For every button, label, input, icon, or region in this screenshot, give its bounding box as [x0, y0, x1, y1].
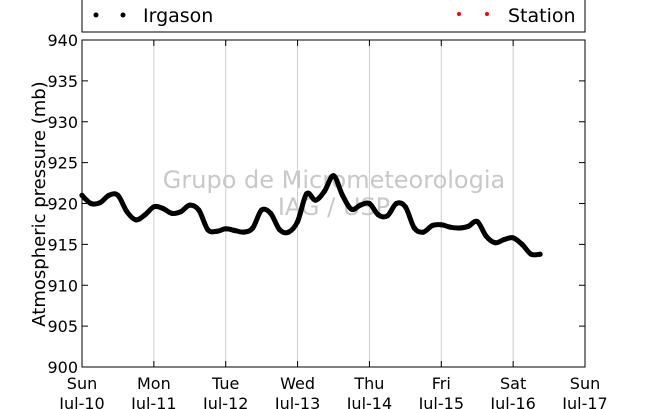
y-tick-label: 935 [47, 72, 78, 91]
data-point-irgason [420, 229, 426, 235]
data-point-irgason [223, 226, 229, 232]
y-tick-label: 940 [47, 31, 78, 50]
data-point-irgason [528, 251, 534, 257]
series-line-irgason [79, 173, 543, 258]
data-point-irgason [465, 223, 471, 229]
legend-label-irgason: Irgason [143, 5, 213, 27]
data-point-irgason [106, 192, 112, 198]
data-point-irgason [205, 227, 211, 233]
data-point-irgason [151, 204, 157, 210]
data-point-irgason [115, 192, 121, 198]
data-point-irgason [384, 213, 390, 219]
series-layer [79, 173, 543, 258]
x-tick-label-day: Sat [500, 374, 526, 393]
legend-box [81, 0, 586, 33]
x-tick-label-day: Sun [67, 374, 97, 393]
data-point-irgason [295, 218, 301, 225]
y-tick-label: 920 [47, 195, 78, 214]
data-point-irgason [474, 218, 480, 225]
data-point-irgason [429, 223, 435, 229]
data-point-irgason [339, 192, 346, 198]
x-tick-label-date: Jul-12 [202, 394, 248, 409]
legend-marker-station-2 [485, 12, 489, 16]
data-point-irgason [312, 197, 319, 203]
data-point-irgason [402, 204, 408, 210]
data-point-irgason [456, 225, 462, 231]
data-point-irgason [160, 205, 166, 211]
data-point-irgason [519, 241, 525, 247]
data-point-irgason [214, 228, 220, 234]
data-point-irgason [438, 222, 444, 228]
data-point-irgason [393, 200, 399, 207]
y-tick-label: 930 [47, 113, 78, 132]
data-point-irgason [537, 251, 543, 257]
data-point-irgason [447, 224, 453, 230]
data-point-irgason [321, 188, 328, 194]
data-point-irgason [375, 212, 381, 218]
y-tick-label: 915 [47, 235, 78, 254]
data-point-irgason [259, 207, 265, 213]
y-tick-label: 900 [47, 358, 78, 377]
legend-marker-irgason [93, 12, 99, 18]
x-tick-label-date: Jul-13 [274, 394, 320, 409]
data-point-irgason [277, 227, 283, 233]
x-tick-label-date: Jul-14 [346, 394, 392, 409]
data-point-irgason [286, 229, 292, 235]
y-tick-label: 910 [47, 276, 78, 295]
legend-marker-station [457, 12, 461, 16]
data-point-irgason [483, 233, 489, 239]
x-tick-label-date: Jul-17 [561, 394, 607, 409]
grid-layer [153, 40, 514, 367]
data-point-irgason [501, 236, 507, 243]
data-point-irgason [411, 225, 417, 231]
y-axis-label: Atmospheric pressure (mb) [29, 81, 50, 326]
data-point-irgason [178, 209, 184, 215]
data-point-irgason [366, 200, 372, 207]
legend-label-station: Station [508, 5, 576, 27]
x-tick-label-day: Wed [280, 374, 315, 393]
x-tick-label-day: Thu [353, 374, 384, 393]
data-point-irgason [133, 217, 139, 223]
data-point-irgason [97, 200, 103, 206]
data-point-irgason [241, 229, 247, 235]
y-tick-label: 905 [47, 317, 78, 336]
y-tick-label: 925 [47, 154, 78, 173]
x-tick-label-date: Jul-15 [418, 394, 464, 409]
data-point-irgason [330, 173, 337, 179]
x-tick-label-date: Jul-10 [58, 394, 104, 409]
data-point-irgason [124, 209, 130, 215]
ticks-layer: SunJul-10MonJul-11TueJul-12WedJul-13ThuJ… [47, 31, 607, 409]
x-tick-label-day: Sun [570, 374, 600, 393]
x-tick-label-day: Tue [211, 374, 239, 393]
data-point-irgason [142, 212, 148, 218]
data-point-irgason [304, 191, 310, 197]
x-tick-label-date: Jul-16 [489, 394, 535, 409]
data-point-irgason [196, 207, 202, 213]
data-point-irgason [492, 240, 498, 246]
data-point-irgason [88, 200, 94, 207]
x-tick-label-date: Jul-11 [130, 394, 176, 409]
data-point-irgason [187, 202, 193, 208]
data-point-irgason [268, 210, 274, 216]
data-point-irgason [510, 235, 516, 241]
x-tick-label-day: Mon [137, 374, 171, 393]
data-point-irgason [250, 225, 256, 231]
x-tick-label-day: Fri [432, 374, 451, 393]
data-point-irgason [357, 202, 363, 208]
data-point-irgason [169, 210, 175, 216]
data-point-irgason [232, 227, 238, 234]
legend-marker-irgason-2 [120, 12, 126, 18]
data-point-irgason [348, 206, 355, 212]
legend: Irgason Station [81, 0, 586, 33]
